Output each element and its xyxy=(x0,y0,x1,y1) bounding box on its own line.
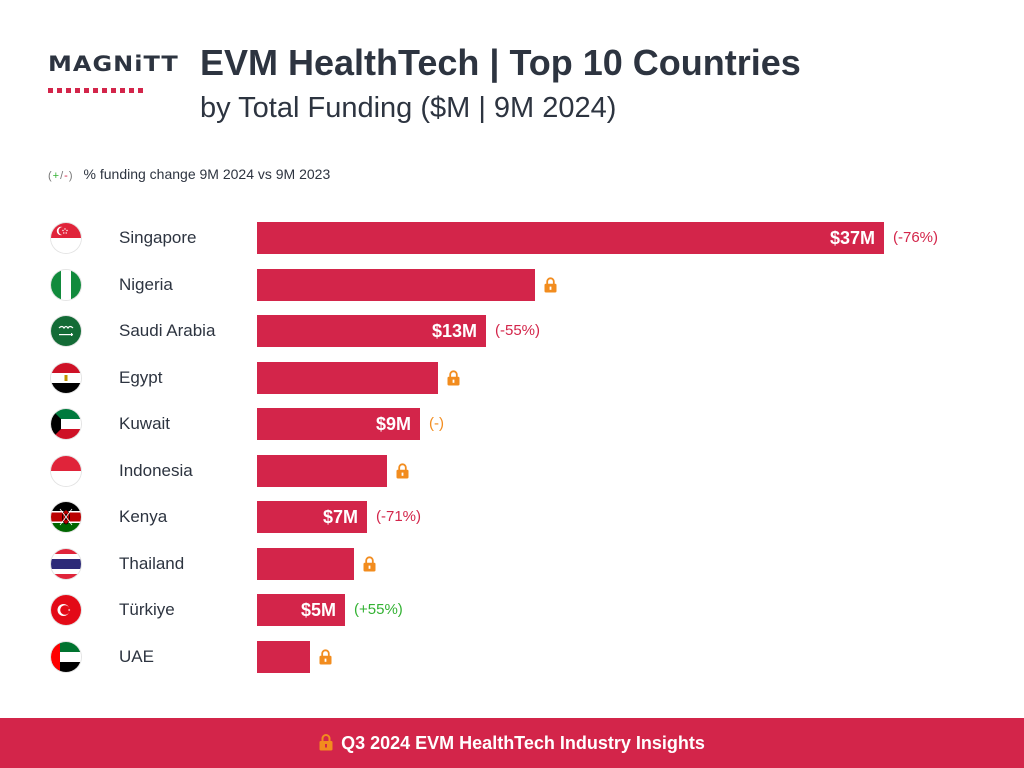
chart-row: Kuwait $9M (-) xyxy=(0,408,1024,440)
egypt-flag-icon xyxy=(51,362,81,393)
lock-icon[interactable] xyxy=(544,276,557,293)
kuwait-flag-icon xyxy=(51,409,81,439)
bar[interactable] xyxy=(257,640,310,673)
chart-row: Saudi Arabia $13M (-55%) xyxy=(0,315,1024,347)
bar[interactable] xyxy=(257,268,535,301)
change-label: (+55%) xyxy=(354,601,403,618)
change-label: (-) xyxy=(429,415,444,432)
lock-icon[interactable] xyxy=(447,369,460,386)
data-label: $5M xyxy=(300,600,336,620)
change-legend: (+/-) % funding change 9M 2024 vs 9M 2023 xyxy=(48,166,330,182)
category-label: Kenya xyxy=(119,507,168,526)
page-title: EVM HealthTech | Top 10 Countries xyxy=(200,42,801,83)
data-label: $13M xyxy=(431,321,477,341)
category-label: UAE xyxy=(119,646,154,666)
data-label: $9M xyxy=(375,414,411,434)
bar[interactable] xyxy=(257,547,354,580)
page-subtitle: by Total Funding ($M | 9M 2024) xyxy=(200,92,617,124)
singapore-flag-icon xyxy=(51,223,81,253)
legend-marker: (+/-) xyxy=(48,170,74,182)
bar[interactable] xyxy=(257,361,438,394)
footer-banner[interactable]: Q3 2024 EVM HealthTech Industry Insights xyxy=(0,718,1024,768)
category-label: Türkiye xyxy=(119,600,175,619)
change-label: (-71%) xyxy=(376,508,422,525)
footer-text: Q3 2024 EVM HealthTech Industry Insights xyxy=(341,733,705,753)
indonesia-flag-icon xyxy=(51,455,81,486)
lock-icon[interactable] xyxy=(363,555,376,572)
change-label: (-55%) xyxy=(495,322,541,339)
category-label: Singapore xyxy=(119,228,197,247)
chart-row: Thailand xyxy=(0,547,1024,580)
category-label: Egypt xyxy=(119,367,163,387)
lock-icon[interactable] xyxy=(319,648,332,665)
kenya-flag-icon xyxy=(51,502,81,532)
chart-row: Türkiye $5M (+55%) xyxy=(0,594,1024,626)
category-label: Nigeria xyxy=(119,274,173,294)
lock-icon[interactable] xyxy=(396,462,409,479)
bar[interactable]: $9M xyxy=(257,408,420,440)
uae-flag-icon xyxy=(51,641,81,672)
magnitt-logo: MAGNiTT xyxy=(48,51,179,77)
logo-underline-dots xyxy=(48,80,158,93)
bar[interactable]: $37M xyxy=(257,222,884,254)
lock-icon xyxy=(319,734,333,751)
category-label: Thailand xyxy=(119,553,185,573)
chart-row: Indonesia xyxy=(0,454,1024,487)
bar[interactable]: $13M xyxy=(257,315,486,347)
bar[interactable]: $7M xyxy=(257,501,367,533)
turkiye-flag-icon xyxy=(51,595,81,625)
chart-row: UAE xyxy=(0,640,1024,673)
thailand-flag-icon xyxy=(51,548,81,579)
nigeria-flag-icon xyxy=(51,269,81,300)
bar[interactable] xyxy=(257,454,387,487)
data-label: $37M xyxy=(829,228,875,248)
chart-row: Kenya $7M (-71%) xyxy=(0,501,1024,533)
legend-text: % funding change 9M 2024 vs 9M 2023 xyxy=(83,166,331,182)
chart-row: Nigeria xyxy=(0,268,1024,301)
chart-row: Singapore $37M (-76%) xyxy=(0,222,1024,254)
saudi-arabia-flag-icon xyxy=(51,316,81,346)
category-label: Kuwait xyxy=(119,414,171,433)
change-label: (-76%) xyxy=(893,229,939,246)
category-label: Saudi Arabia xyxy=(119,321,216,340)
data-label: $7M xyxy=(322,507,358,527)
bar[interactable]: $5M xyxy=(257,594,345,626)
chart-row: Egypt xyxy=(0,361,1024,394)
category-label: Indonesia xyxy=(119,460,193,480)
